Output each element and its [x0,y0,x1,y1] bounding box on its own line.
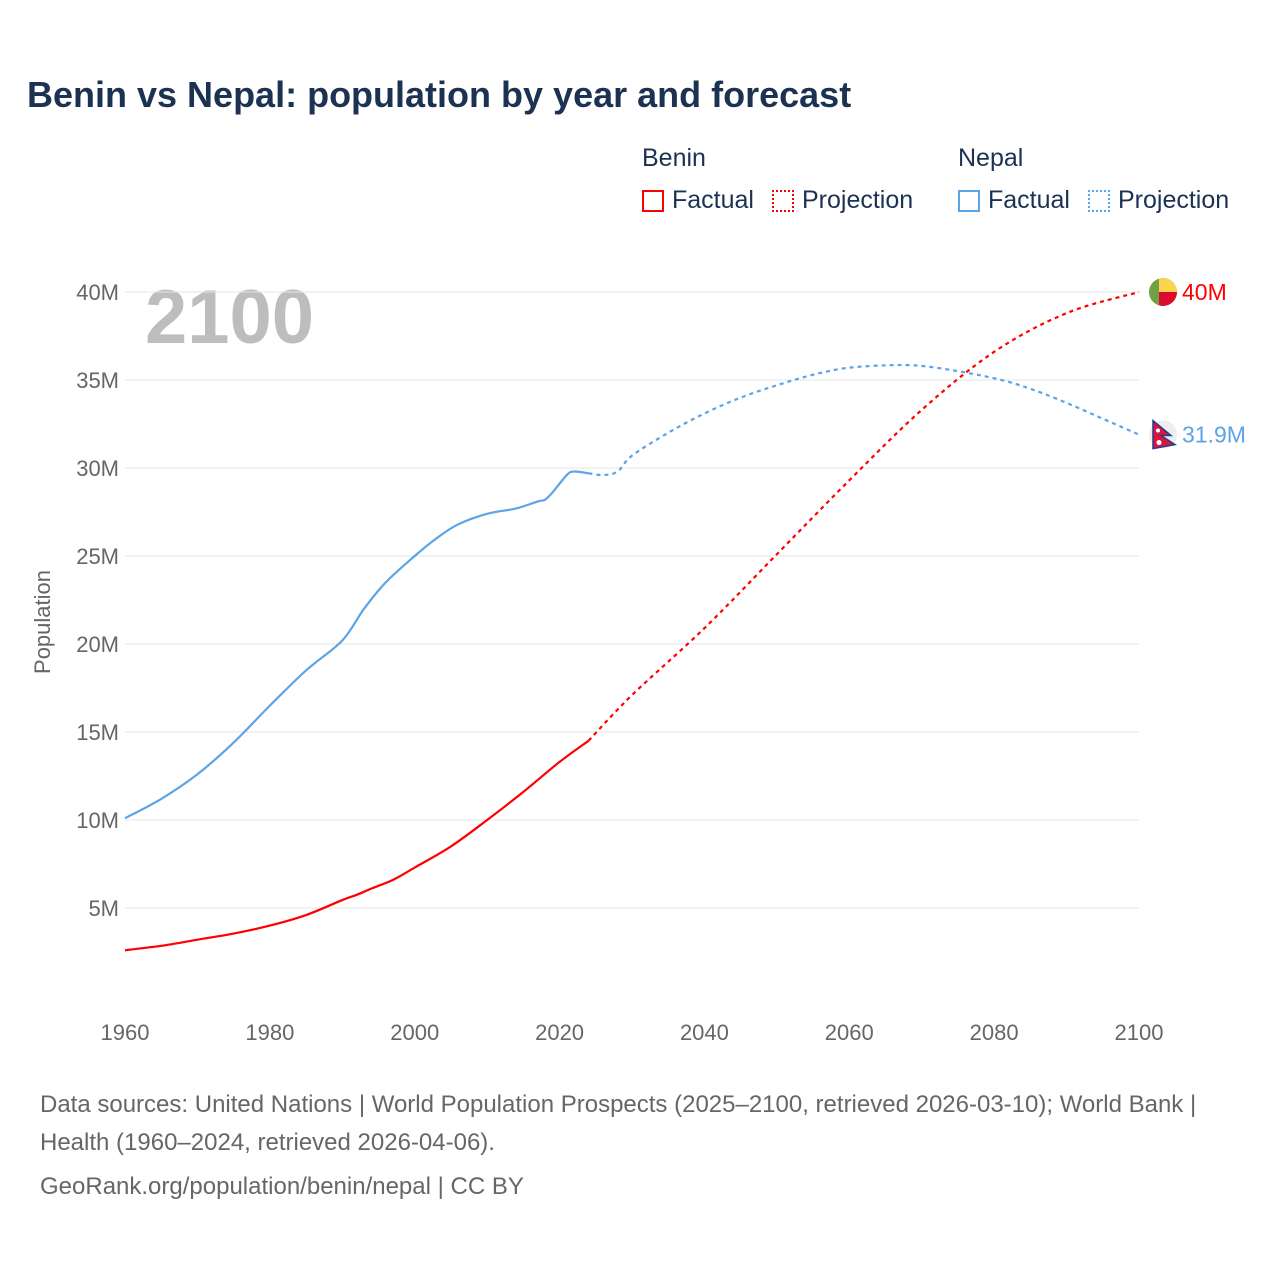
x-tick-label: 2020 [535,1020,584,1045]
footer: Data sources: United Nations | World Pop… [40,1086,1240,1206]
credit-link[interactable]: GeoRank.org/population/benin/nepal | CC … [40,1173,524,1200]
x-tick-label: 2040 [680,1020,729,1045]
y-tick-label: 30M [76,456,119,481]
legend-swatch-benin-factual [642,189,664,212]
y-tick-label: 10M [76,808,119,833]
legend-label: Projection [1117,186,1230,214]
y-tick-label: 40M [76,280,119,305]
nepal-end-label: 31.9M [1182,422,1246,448]
legend-label: Factual [988,186,1070,214]
y-tick-label: 20M [76,632,119,657]
legend-swatch-nepal-factual [958,189,980,212]
data-sources: Data sources: United Nations | World Pop… [40,1091,1197,1156]
legend-benin: Factual Projection [642,186,913,215]
nepal-projection-line [588,363,1140,477]
nepal-flag-icon [1149,418,1178,450]
legend-label: Projection [801,186,914,214]
chart-title: Benin vs Nepal: population by year and f… [27,74,852,115]
legend-nepal: Factual Projection [958,186,1229,215]
legend-group-benin: Benin [642,144,706,172]
x-tick-label: 2080 [970,1020,1019,1045]
chart-area: 2100 5M 10M 15M 20M 25M 30M 35M 40M 1960 1980 2000… [30,275,1246,1045]
nepal-factual-line [124,470,589,820]
x-tick-label: 2000 [390,1020,439,1045]
legend-label: Factual [672,186,754,214]
y-tick-label: 35M [76,368,119,393]
year-watermark: 2100 [145,275,314,360]
y-axis-label: Population [30,570,55,674]
y-tick-label: 5M [88,896,119,921]
legend-group-nepal: Nepal [958,144,1024,172]
benin-projection-line [587,290,1140,742]
y-tick-label: 15M [76,720,119,745]
benin-factual-line [124,739,590,952]
x-tick-label: 1980 [245,1020,294,1045]
y-tick-label: 25M [76,544,119,569]
x-tick-label: 1960 [101,1020,150,1045]
benin-flag-icon [1149,278,1177,306]
legend-swatch-benin-projection [771,189,794,212]
x-tick-label: 2060 [825,1020,874,1045]
x-tick-label: 2100 [1115,1020,1164,1045]
legend-swatch-nepal-projection [1087,189,1110,212]
benin-end-label: 40M [1182,279,1227,305]
